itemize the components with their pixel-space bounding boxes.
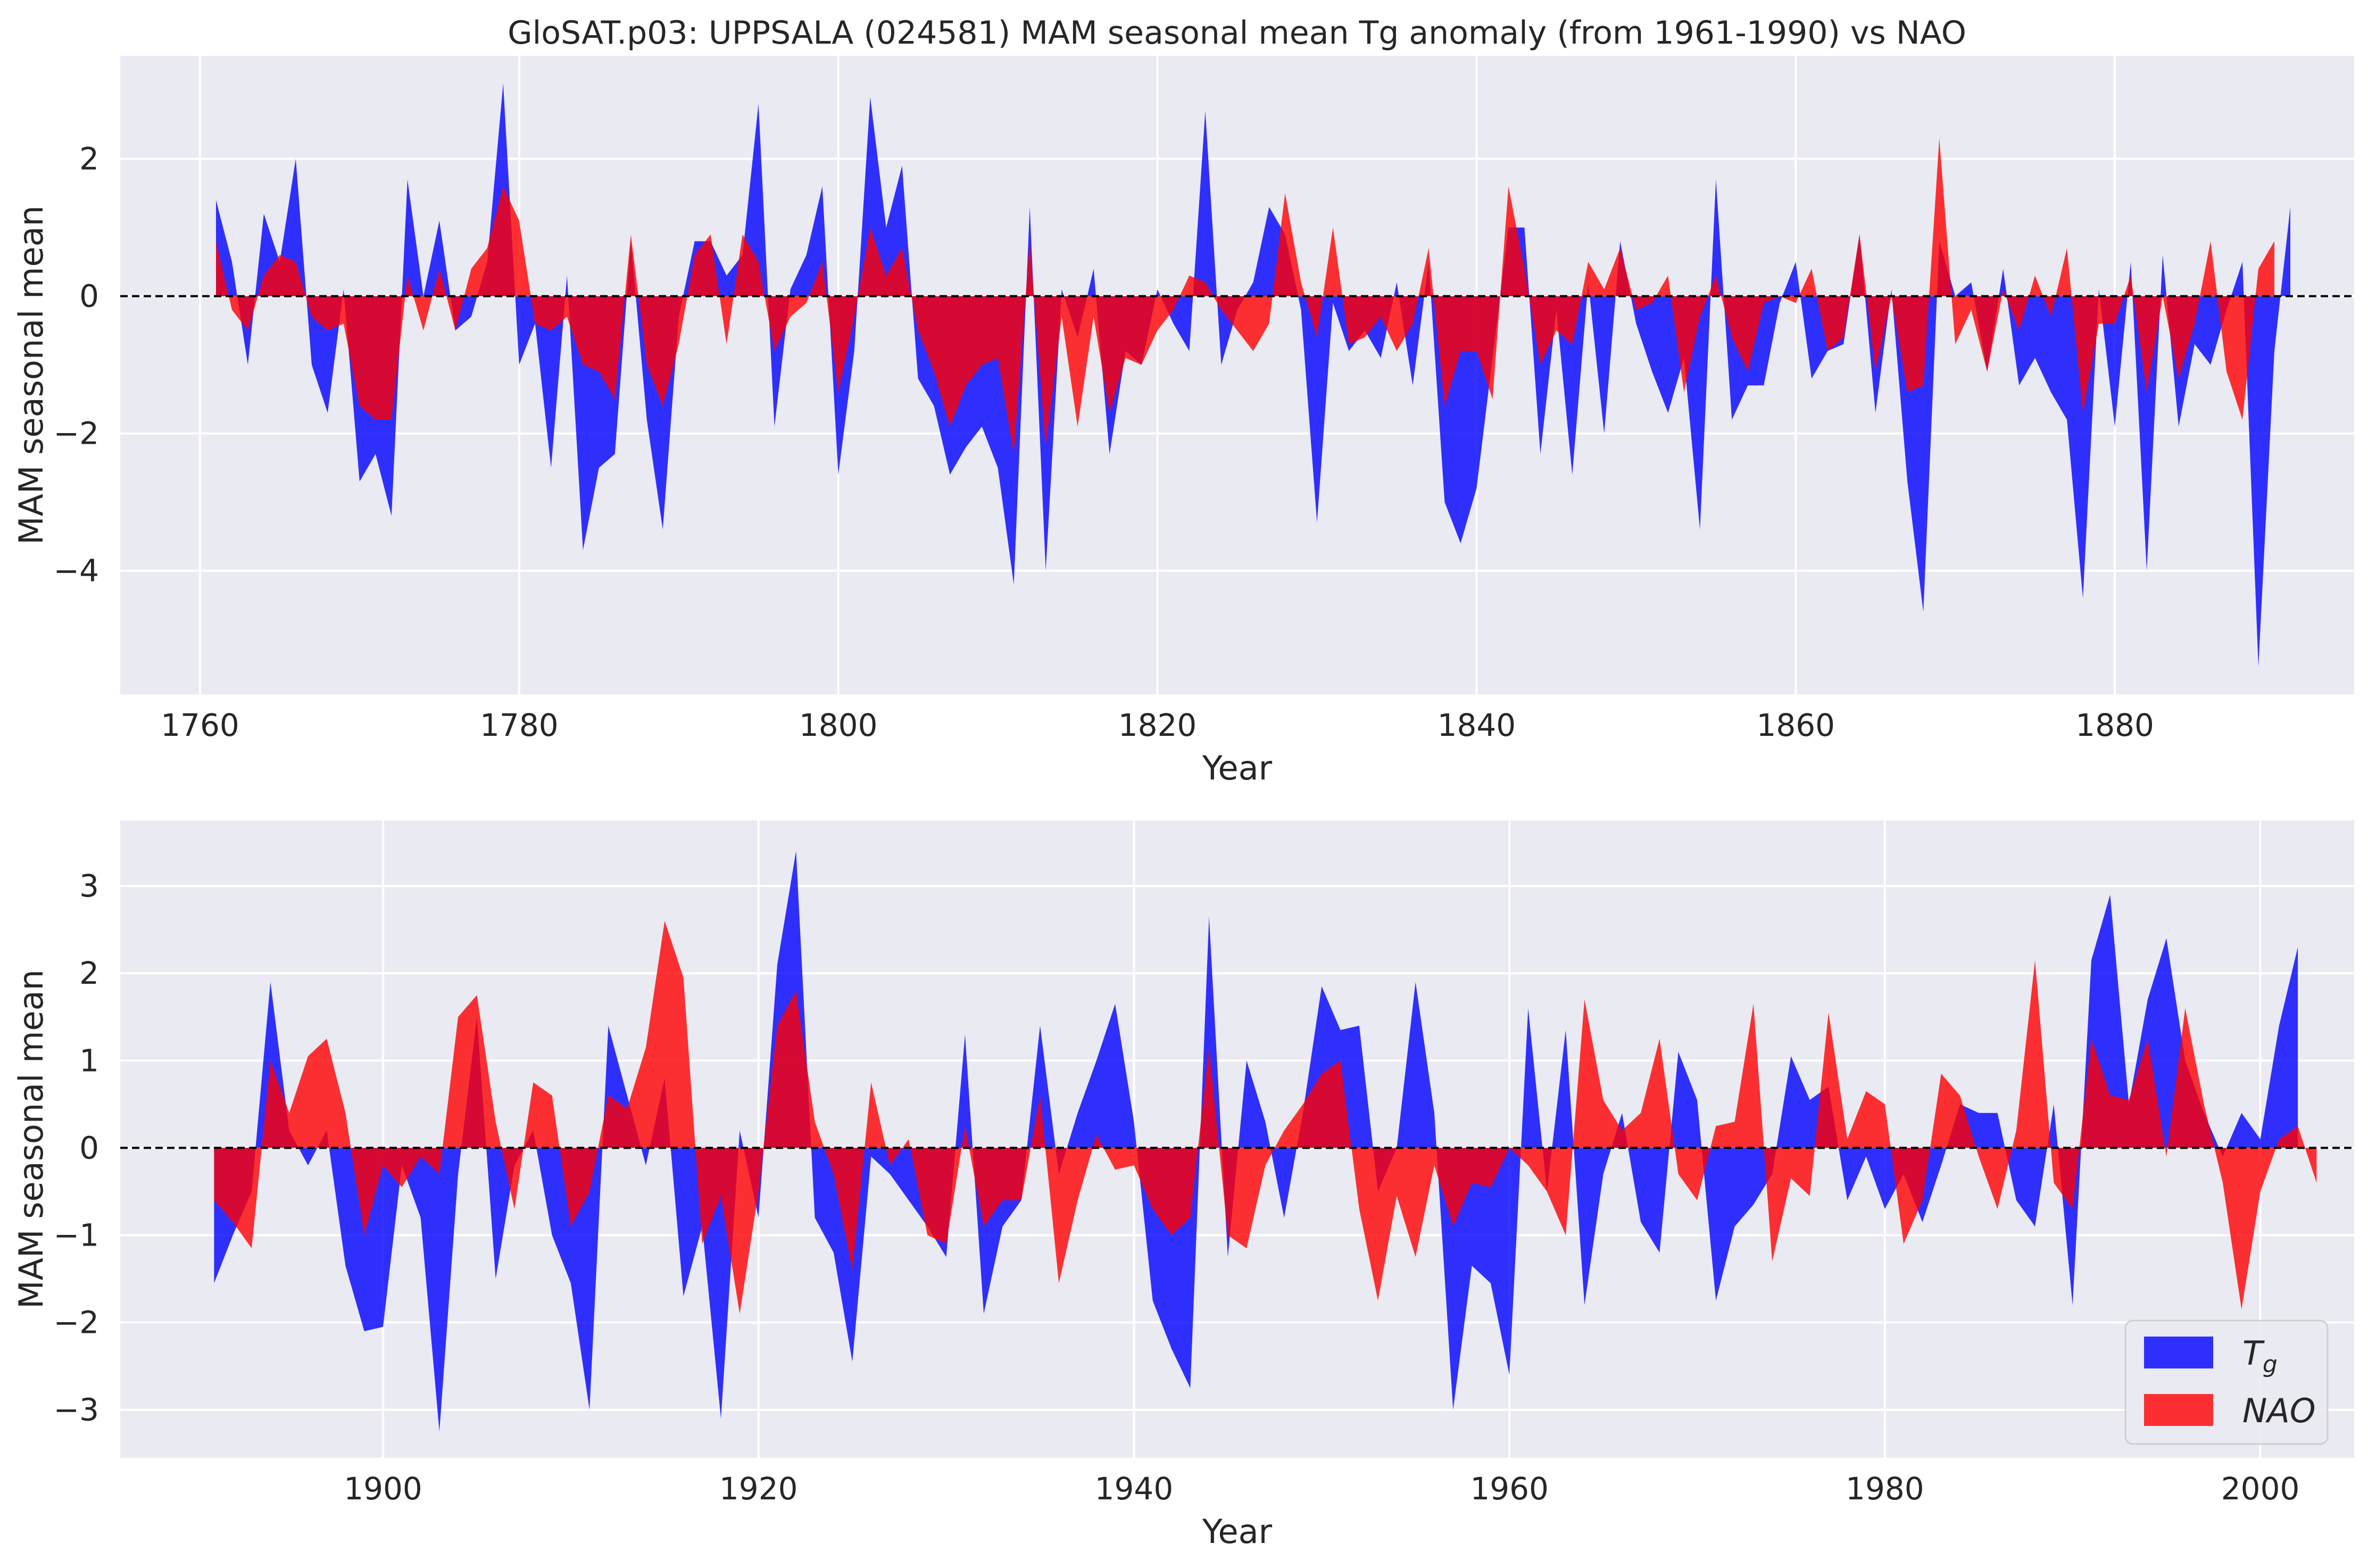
legend-swatch-tg bbox=[2144, 1337, 2213, 1368]
top-x-tick-label-1860: 1860 bbox=[1756, 707, 1835, 743]
bottom-y-tick-label-1: 1 bbox=[79, 1042, 99, 1078]
top-y-tick-label--4: −4 bbox=[54, 553, 99, 589]
bottom-y-tick-label-3: 3 bbox=[79, 868, 99, 904]
bottom-x-tick-label-1900: 1900 bbox=[344, 1471, 422, 1507]
top-panel: 1760 1780 1800 1820 1840 1860 1880 −4 −2 0 2 Year MA… bbox=[12, 56, 2354, 787]
bottom-y-tick-label--1: −1 bbox=[54, 1217, 99, 1254]
bottom-x-axis-label: Year bbox=[1202, 1512, 1273, 1551]
legend: Tg NAO bbox=[2124, 1320, 2329, 1445]
bottom-y-axis-label: MAM seasonal mean bbox=[12, 969, 51, 1309]
legend-label-tg-subscript: g bbox=[2263, 1351, 2278, 1378]
bottom-x-tick-label-2000: 2000 bbox=[2221, 1471, 2300, 1507]
top-x-tick-label-1820: 1820 bbox=[1118, 707, 1197, 743]
legend-label-nao: NAO bbox=[2242, 1391, 2316, 1430]
bottom-y-tick-label-2: 2 bbox=[79, 955, 99, 991]
bottom-y-tick-label--3: −3 bbox=[54, 1392, 99, 1428]
bottom-series-nao-area bbox=[214, 920, 2317, 1314]
bottom-y-tick-label-0: 0 bbox=[79, 1130, 99, 1166]
top-y-tick-label--2: −2 bbox=[54, 416, 99, 452]
top-y-axis-label: MAM seasonal mean bbox=[12, 205, 51, 545]
bottom-y-tick-label--2: −2 bbox=[54, 1305, 99, 1341]
top-x-tick-label-1840: 1840 bbox=[1438, 707, 1516, 743]
bottom-x-tick-label-1980: 1980 bbox=[1846, 1471, 1924, 1507]
top-x-tick-label-1780: 1780 bbox=[480, 707, 559, 743]
bottom-series-group bbox=[214, 851, 2317, 1432]
top-y-tick-label-0: 0 bbox=[79, 278, 99, 314]
top-plot-area bbox=[120, 56, 2354, 694]
top-x-tick-label-1880: 1880 bbox=[2075, 707, 2154, 743]
bottom-panel: 1900 1920 1940 1960 1980 2000 −3 −2 −1 0 1 2 3 Year MA… bbox=[12, 820, 2354, 1551]
legend-swatch-nao bbox=[2144, 1394, 2213, 1426]
bottom-series-tg-area bbox=[214, 851, 2298, 1432]
bottom-x-tick-label-1940: 1940 bbox=[1095, 1471, 1174, 1507]
top-y-tick-label-2: 2 bbox=[79, 141, 99, 177]
bottom-x-tick-label-1920: 1920 bbox=[719, 1471, 798, 1507]
bottom-x-tick-label-1960: 1960 bbox=[1470, 1471, 1549, 1507]
top-x-tick-label-1800: 1800 bbox=[799, 707, 878, 743]
top-x-axis-label: Year bbox=[1202, 749, 1273, 787]
chart-title: GloSAT.p03: UPPSALA (024581) MAM seasona… bbox=[508, 14, 1966, 52]
top-series-tg-area bbox=[216, 83, 2290, 667]
top-x-tick-label-1760: 1760 bbox=[161, 707, 239, 743]
